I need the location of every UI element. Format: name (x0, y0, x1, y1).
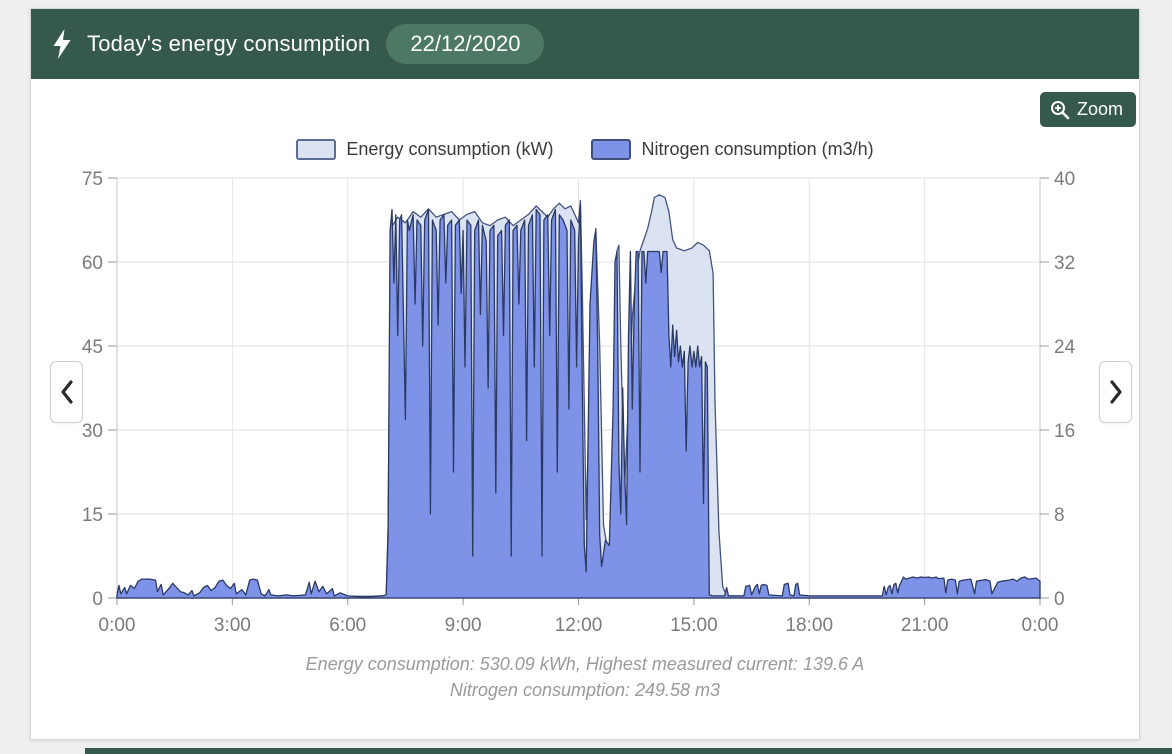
previous-day-button[interactable] (50, 361, 83, 423)
nitrogen-area (116, 203, 1041, 599)
summary-line-energy: Energy consumption: 530.09 kWh, Highest … (305, 654, 865, 674)
left-axis-tick: 15 (82, 505, 103, 526)
summary-line-nitrogen: Nitrogen consumption: 249.58 m3 (449, 680, 721, 700)
right-axis-tick: 32 (1054, 253, 1075, 274)
x-axis-tick: 0:00 (1022, 615, 1059, 636)
next-day-button[interactable] (1099, 361, 1132, 423)
legend-label-nitrogen: Nitrogen consumption (m3/h) (641, 139, 874, 159)
zoom-button[interactable]: Zoom (1039, 92, 1136, 127)
legend-item-energy[interactable]: Energy consumption (kW) (296, 139, 553, 160)
right-axis-tick: 40 (1054, 169, 1075, 190)
chart-body: Zoom Energy consumption (kW) Nitrogen co… (31, 79, 1139, 739)
legend-item-nitrogen[interactable]: Nitrogen consumption (m3/h) (591, 139, 874, 160)
x-axis-tick: 0:00 (99, 615, 136, 636)
lightning-bolt-icon (53, 29, 71, 59)
magnifier-plus-icon (1050, 100, 1070, 119)
right-axis-tick: 8 (1054, 505, 1065, 526)
date-badge[interactable]: 22/12/2020 (386, 24, 545, 64)
chart-summary: Energy consumption: 530.09 kWh, Highest … (31, 651, 1139, 703)
nitrogen-swatch (591, 139, 632, 160)
chevron-right-icon (1109, 380, 1122, 404)
x-axis-tick: 21:00 (901, 615, 949, 636)
next-widget-header-edge (85, 748, 1172, 754)
x-axis-tick: 15:00 (670, 615, 718, 636)
zoom-button-label: Zoom (1076, 99, 1123, 119)
energy-swatch (296, 139, 337, 160)
x-axis-tick: 3:00 (214, 615, 251, 636)
left-axis-tick: 75 (82, 169, 103, 190)
x-axis-tick: 9:00 (445, 615, 482, 636)
legend-label-energy: Energy consumption (kW) (346, 139, 554, 159)
chart-svg[interactable]: 0 0 15 8 30 16 45 24 60 32 75 40 0:00 3:00 6:00 9:00 12:… (31, 79, 1141, 639)
right-axis-tick: 0 (1054, 589, 1065, 610)
x-axis-tick: 12:00 (555, 615, 603, 636)
chart-legend: Energy consumption (kW) Nitrogen consump… (31, 139, 1139, 160)
right-axis-tick: 16 (1054, 421, 1075, 442)
widget-header: Today's energy consumption 22/12/2020 (31, 9, 1139, 79)
left-axis-tick: 60 (82, 253, 103, 274)
widget-title: Today's energy consumption (87, 31, 371, 56)
left-axis-tick: 0 (92, 589, 103, 610)
x-axis-tick: 6:00 (329, 615, 366, 636)
x-axis-tick: 18:00 (785, 615, 833, 636)
energy-widget-card: Today's energy consumption 22/12/2020 Zo… (30, 8, 1140, 740)
left-axis-tick: 45 (82, 337, 103, 358)
chevron-left-icon (60, 380, 73, 404)
left-axis-tick: 30 (82, 421, 103, 442)
right-axis-tick: 24 (1054, 337, 1076, 358)
